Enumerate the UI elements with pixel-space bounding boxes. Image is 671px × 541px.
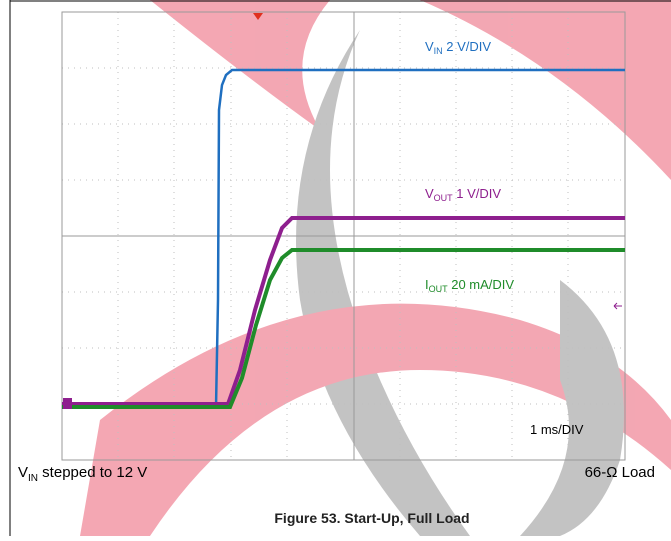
vin-trace — [62, 68, 625, 409]
timebase-label: 1 ms/DIV — [530, 422, 584, 437]
figure-caption: Figure 53. Start-Up, Full Load — [274, 510, 469, 526]
iout-trace — [62, 248, 625, 409]
note-left: VIN stepped to 12 V — [18, 464, 147, 484]
note-right: 66-Ω Load — [585, 464, 655, 481]
trace-label: VIN 2 V/DIV — [425, 39, 491, 56]
watermark — [80, 0, 671, 536]
vout-trace — [62, 216, 625, 406]
trace-label: IOUT 20 mA/DIV — [425, 277, 514, 294]
scope-axes — [61, 11, 626, 461]
trigger-level-marker — [613, 302, 622, 310]
channel-marker — [63, 398, 72, 409]
trace-label: VOUT 1 V/DIV — [425, 186, 501, 203]
trigger-marker — [253, 13, 263, 20]
